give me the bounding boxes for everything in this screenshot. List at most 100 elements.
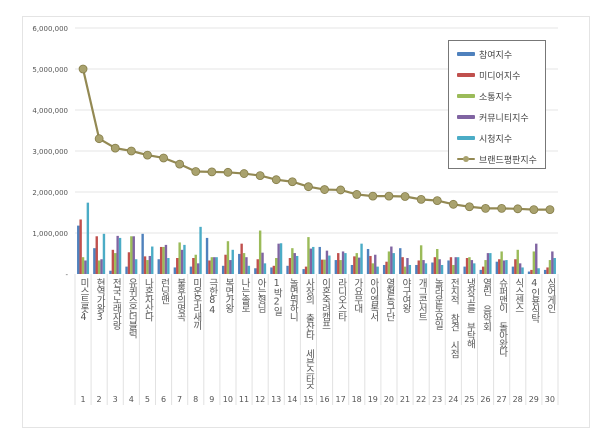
rank-label: 12 [255, 395, 266, 404]
bar-참여지수 [399, 248, 402, 274]
bar-미디어지수 [337, 253, 340, 274]
category-label: 식스센스 [512, 278, 524, 312]
category-label: 슈퍼맨이 돌아왔다 [496, 278, 508, 356]
bar-커뮤니티지수 [277, 243, 280, 274]
bar-시청지수 [537, 268, 540, 274]
line-marker [416, 194, 426, 204]
bar-미디어지수 [385, 261, 388, 274]
legend-label: 브랜드평판지수 [479, 155, 537, 166]
rank-label: 14 [287, 395, 298, 404]
bar-시청지수 [424, 263, 428, 274]
line-marker [207, 167, 217, 177]
rank-label: 25 [464, 395, 475, 404]
rank-label: 23 [432, 395, 443, 404]
bar-미디어지수 [481, 266, 485, 274]
bar-참여지수 [157, 259, 160, 274]
bar-커뮤니티지수 [309, 248, 313, 274]
bar-시청지수 [392, 253, 395, 274]
bar-참여지수 [479, 269, 482, 274]
bar-미디어지수 [498, 259, 501, 274]
bar-미디어지수 [353, 256, 356, 274]
bar-미디어지수 [304, 266, 308, 274]
line-marker [78, 64, 88, 74]
line-marker [448, 199, 458, 209]
bar-시청지수 [521, 267, 524, 274]
bar-참여지수 [334, 260, 338, 274]
bar-시청지수 [118, 237, 122, 274]
bar-소통지수 [162, 246, 165, 274]
rank-label: 22 [416, 395, 427, 404]
bar-소통지수 [436, 248, 439, 274]
bar-소통지수 [178, 242, 181, 274]
legend-item: 미디어지수 [457, 68, 520, 82]
bar-커뮤니티지수 [84, 260, 87, 274]
category-label: 열혈농구단 [383, 278, 395, 321]
rank-label: 24 [448, 395, 459, 404]
bar-미디어지수 [465, 258, 469, 274]
line-marker [255, 171, 265, 181]
bar-소통지수 [307, 237, 310, 274]
bar-미디어지수 [192, 258, 195, 274]
rank-label: 28 [512, 395, 523, 404]
rank-label: 7 [177, 395, 183, 404]
bar-소통지수 [468, 257, 471, 274]
legend-label: 소통지수 [479, 92, 513, 103]
rank-label: 20 [383, 395, 394, 404]
y-tick-label: 1,000,000 [32, 230, 68, 238]
bar-시청지수 [183, 244, 186, 274]
bar-소통지수 [500, 251, 503, 274]
rank-label: 4 [128, 395, 134, 404]
legend-item: 참여지수 [457, 47, 512, 61]
bar-참여지수 [318, 246, 321, 274]
bar-소통지수 [339, 260, 342, 274]
bar-미디어지수 [417, 260, 420, 274]
bar-참여지수 [77, 225, 80, 274]
bar-소통지수 [387, 251, 391, 274]
bar-소통지수 [130, 236, 133, 274]
rank-label: 8 [193, 395, 199, 404]
bar-참여지수 [141, 233, 144, 274]
legend-swatch [457, 73, 475, 77]
line-marker [400, 192, 410, 201]
bar-미디어지수 [530, 269, 533, 274]
bar-미디어지수 [369, 255, 372, 274]
category-label: 나혼자산다 [142, 278, 154, 321]
rank-label: 11 [238, 395, 250, 404]
y-tick-label: 3,000,000 [32, 148, 68, 156]
bar-미디어지수 [449, 257, 453, 274]
bar-참여지수 [495, 261, 499, 274]
rank-label: 5 [144, 395, 150, 404]
bar-시청지수 [489, 253, 492, 274]
bar-미디어지수 [401, 257, 404, 274]
bar-시청지수 [134, 259, 138, 274]
rank-label: 16 [319, 395, 330, 404]
category-label: 복면가왕 [222, 278, 234, 312]
bar-미디어지수 [240, 243, 243, 274]
bar-시청지수 [344, 253, 347, 274]
bar-시청지수 [167, 258, 170, 274]
bar-커뮤니티지수 [535, 243, 538, 274]
legend-swatch [457, 52, 475, 56]
bar-소통지수 [355, 253, 358, 274]
bar-커뮤니티지수 [180, 249, 184, 274]
bar-미디어지수 [208, 260, 211, 274]
bar-미디어지수 [433, 257, 437, 274]
line-marker [223, 167, 233, 177]
bar-미디어지수 [320, 259, 324, 274]
bar-커뮤니티지수 [116, 235, 119, 274]
line-marker [159, 153, 168, 163]
bar-시청지수 [86, 202, 90, 274]
bar-시청지수 [505, 260, 508, 274]
bar-커뮤니티지수 [293, 253, 296, 274]
rank-label: 9 [209, 395, 215, 404]
legend-swatch [457, 94, 475, 98]
bar-참여지수 [463, 266, 466, 274]
rank-label: 15 [303, 395, 314, 404]
rank-label: 17 [335, 395, 346, 404]
bar-참여지수 [205, 237, 209, 274]
bar-커뮤니티지수 [486, 253, 490, 274]
category-label: 1박2일 [271, 278, 283, 315]
legend-item: 브랜드평판지수 [457, 152, 537, 166]
bar-커뮤니티지수 [100, 259, 103, 274]
bar-시청지수 [473, 263, 476, 274]
